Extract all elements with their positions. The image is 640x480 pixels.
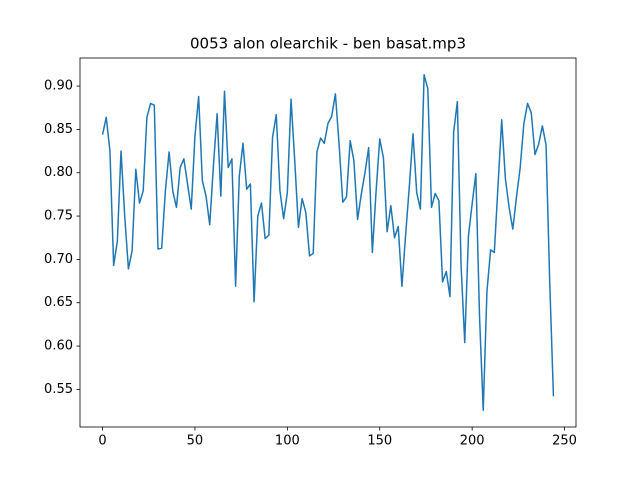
plot-frame — [79, 57, 577, 428]
y-tick-label: 0.65 — [44, 295, 73, 310]
chart-title: 0053 alon olearchik - ben basat.mp3 — [190, 35, 466, 53]
x-tick-label: 200 — [460, 434, 485, 449]
y-tick-label: 0.90 — [44, 79, 73, 94]
x-tick-label: 250 — [552, 434, 577, 449]
y-tick-label: 0.70 — [44, 252, 73, 267]
y-tick-label: 0.60 — [44, 339, 73, 354]
x-tick-label: 50 — [187, 434, 204, 449]
y-tick-label: 0.80 — [44, 165, 73, 180]
y-tick-label: 0.75 — [44, 209, 73, 224]
y-tick-label: 0.55 — [44, 382, 73, 397]
x-tick-label: 0 — [98, 434, 106, 449]
y-tick-label: 0.85 — [44, 122, 73, 137]
x-tick-label: 100 — [275, 434, 300, 449]
x-tick-label: 150 — [367, 434, 392, 449]
data-line — [101, 74, 555, 411]
